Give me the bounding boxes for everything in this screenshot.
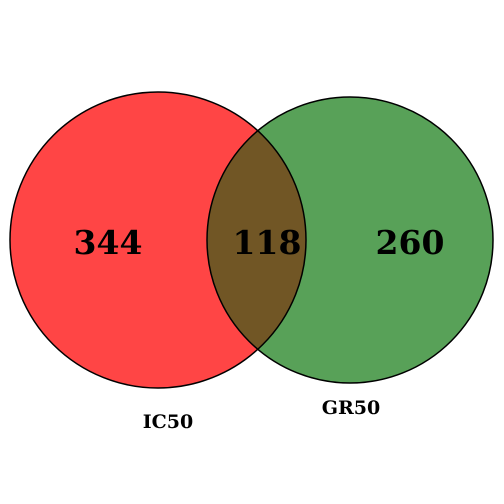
count-ic50-only: 344: [74, 223, 143, 262]
set-outline-ic50: [9, 91, 307, 389]
set-outline-gr50: [206, 96, 494, 384]
set-label-ic50: IC50: [143, 411, 193, 433]
set-label-gr50: GR50: [322, 397, 380, 419]
count-overlap: 118: [233, 223, 302, 262]
intersection-region: [207, 97, 306, 383]
count-gr50-only: 260: [376, 223, 445, 262]
